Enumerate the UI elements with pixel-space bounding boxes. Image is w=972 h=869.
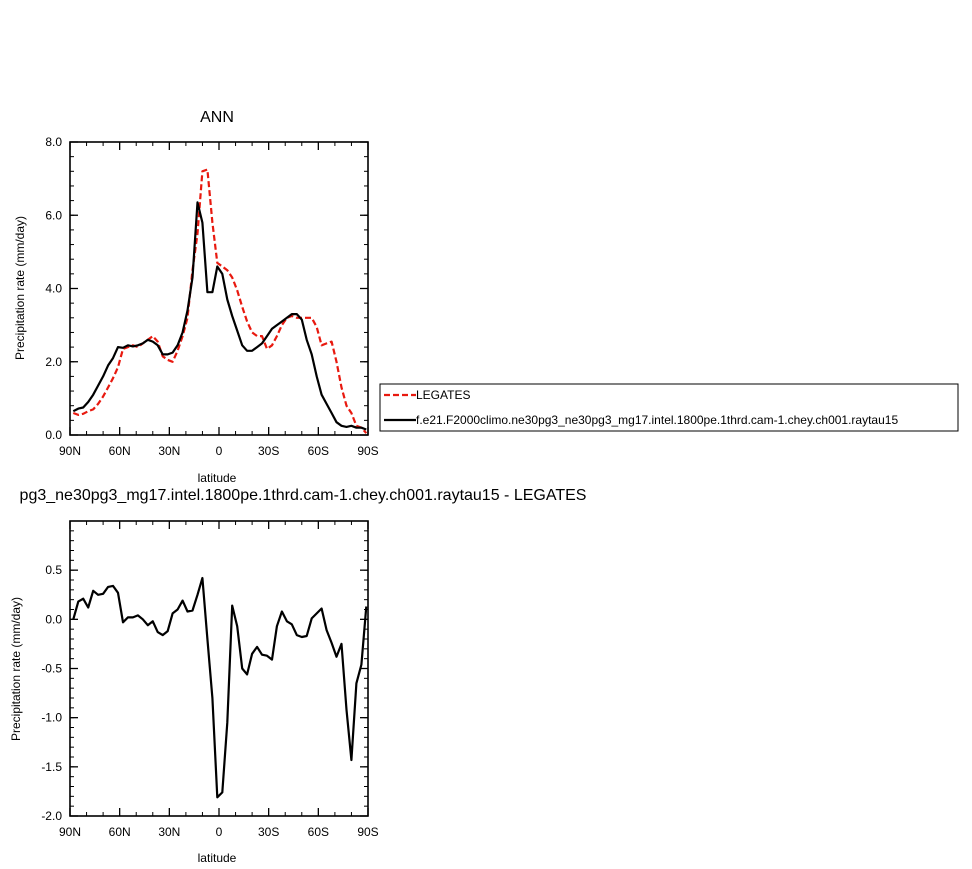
series-line-model: [72, 201, 367, 431]
legend-label-model: f.e21.F2000climo.ne30pg3_ne30pg3_mg17.in…: [416, 413, 898, 427]
bottom-chart-title: pg3_ne30pg3_mg17.intel.1800pe.1thrd.cam-…: [20, 487, 587, 504]
x-tick-label: 60N: [109, 825, 131, 839]
series-line-legates: [72, 168, 368, 434]
top-series-lines: [72, 168, 368, 434]
x-tick-label: 30S: [258, 444, 279, 458]
x-tick-label: 60S: [308, 825, 329, 839]
bottom-plot-frame: [69, 520, 369, 817]
y-tick-label: -0.5: [41, 662, 62, 676]
y-tick-label: -1.5: [41, 760, 62, 774]
legend-box: [379, 383, 959, 432]
y-tick-label: -2.0: [41, 809, 62, 823]
legend: LEGATES f.e21.F2000climo.ne30pg3_ne30pg3…: [379, 383, 959, 432]
x-tick-label: 90S: [357, 444, 378, 458]
top-plot-frame: [69, 141, 369, 436]
bottom-series-lines: [72, 576, 368, 799]
x-tick-label: 60S: [308, 444, 329, 458]
top-axis-ticks: 90N 60N 30N 0 30S 60S 90S 0.0 2.0 4.0 6.0 8.0: [45, 135, 378, 458]
series-line-model: [72, 576, 368, 799]
x-tick-label: 0: [216, 825, 223, 839]
y-tick-label: 8.0: [45, 135, 62, 149]
legend-label-legates: LEGATES: [416, 388, 470, 402]
x-tick-label: 30N: [158, 825, 180, 839]
y-tick-label: 4.0: [45, 282, 62, 296]
bottom-x-axis-label: latitude: [198, 851, 237, 865]
x-tick-label: 90N: [59, 825, 81, 839]
bottom-y-axis-label: Precipitation rate (mm/day): [9, 597, 23, 741]
top-chart-title: ANN: [200, 109, 234, 126]
y-tick-label: 0.5: [45, 563, 62, 577]
x-tick-label: 30S: [258, 825, 279, 839]
y-tick-label: 2.0: [45, 355, 62, 369]
x-tick-label: 0: [216, 444, 223, 458]
x-tick-label: 30N: [158, 444, 180, 458]
x-tick-label: 90N: [59, 444, 81, 458]
bottom-panel: pg3_ne30pg3_mg17.intel.1800pe.1thrd.cam-…: [9, 487, 586, 865]
x-tick-label: 60N: [109, 444, 131, 458]
y-tick-label: 6.0: [45, 208, 62, 222]
top-y-axis-label: Precipitation rate (mm/day): [13, 216, 27, 360]
top-panel: ANN Precipitation rate (mm/day) latitude…: [13, 109, 379, 485]
y-tick-label: -1.0: [41, 711, 62, 725]
y-tick-label: 0.0: [45, 428, 62, 442]
x-tick-label: 90S: [357, 825, 378, 839]
y-tick-label: 0.0: [45, 612, 62, 626]
top-x-axis-label: latitude: [198, 471, 237, 485]
